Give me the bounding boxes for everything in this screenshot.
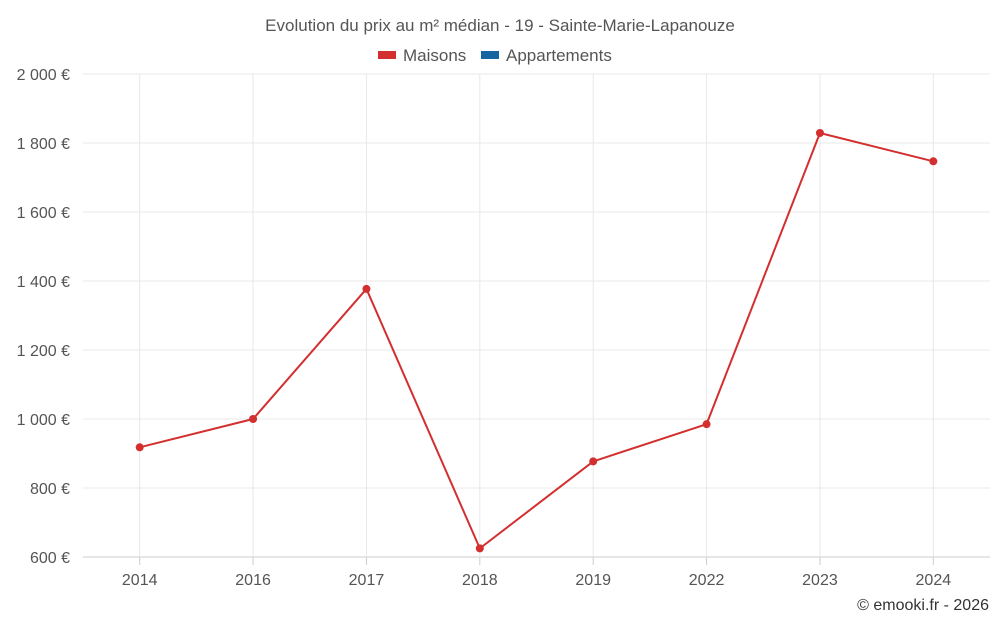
grid [83, 73, 990, 558]
y-axis-ticks: 600 € 800 € 1 000 € 1 200 € 1 400 € 1 600 € 1 … [17, 67, 70, 567]
y-tick-label: 1 600 € [17, 205, 70, 222]
y-tick-label: 800 € [30, 481, 70, 498]
x-tick-label: 2024 [916, 572, 952, 589]
data-point-maisons-2016[interactable] [249, 415, 258, 423]
x-tick-label: 2014 [122, 572, 158, 589]
legend-item-maisons[interactable]: Maisons [378, 46, 466, 65]
data-point-maisons-2024[interactable] [929, 157, 938, 166]
legend: Maisons Appartements [378, 46, 612, 65]
x-axis-ticks: 2014 2016 2017 2018 2019 2022 2023 2024 [122, 557, 951, 589]
x-tick-label: 2017 [349, 572, 385, 589]
data-point-maisons-2019[interactable] [589, 457, 598, 466]
data-point-maisons-2018[interactable] [475, 544, 484, 553]
legend-item-appartements[interactable]: Appartements [481, 46, 612, 65]
y-tick-label: 1 200 € [17, 343, 70, 360]
series-line-maisons [139, 131, 934, 550]
x-tick-label: 2016 [235, 572, 271, 589]
legend-swatch-appartements [481, 51, 499, 59]
x-tick-label: 2018 [462, 572, 498, 589]
credit-text: © emooki.fr - 2026 [857, 597, 989, 614]
chart-title: Evolution du prix au m² médian - 19 - Sa… [265, 16, 735, 35]
y-tick-label: 1 400 € [17, 274, 70, 291]
y-tick-label: 2 000 € [17, 67, 70, 84]
series-maisons [135, 128, 938, 553]
x-tick-label: 2022 [689, 572, 725, 589]
y-tick-label: 1 000 € [17, 412, 70, 429]
legend-label-maisons: Maisons [403, 46, 466, 65]
data-point-maisons-2022[interactable] [702, 420, 711, 429]
y-tick-label: 600 € [30, 550, 70, 567]
data-point-maisons-2014[interactable] [135, 443, 144, 452]
data-point-maisons-2017[interactable] [362, 284, 371, 293]
legend-swatch-maisons [378, 51, 396, 59]
y-tick-label: 1 800 € [17, 136, 70, 153]
x-tick-label: 2023 [802, 572, 838, 589]
x-tick-label: 2019 [575, 572, 611, 589]
data-point-maisons-2023[interactable] [815, 128, 824, 137]
legend-label-appartements: Appartements [506, 46, 612, 65]
